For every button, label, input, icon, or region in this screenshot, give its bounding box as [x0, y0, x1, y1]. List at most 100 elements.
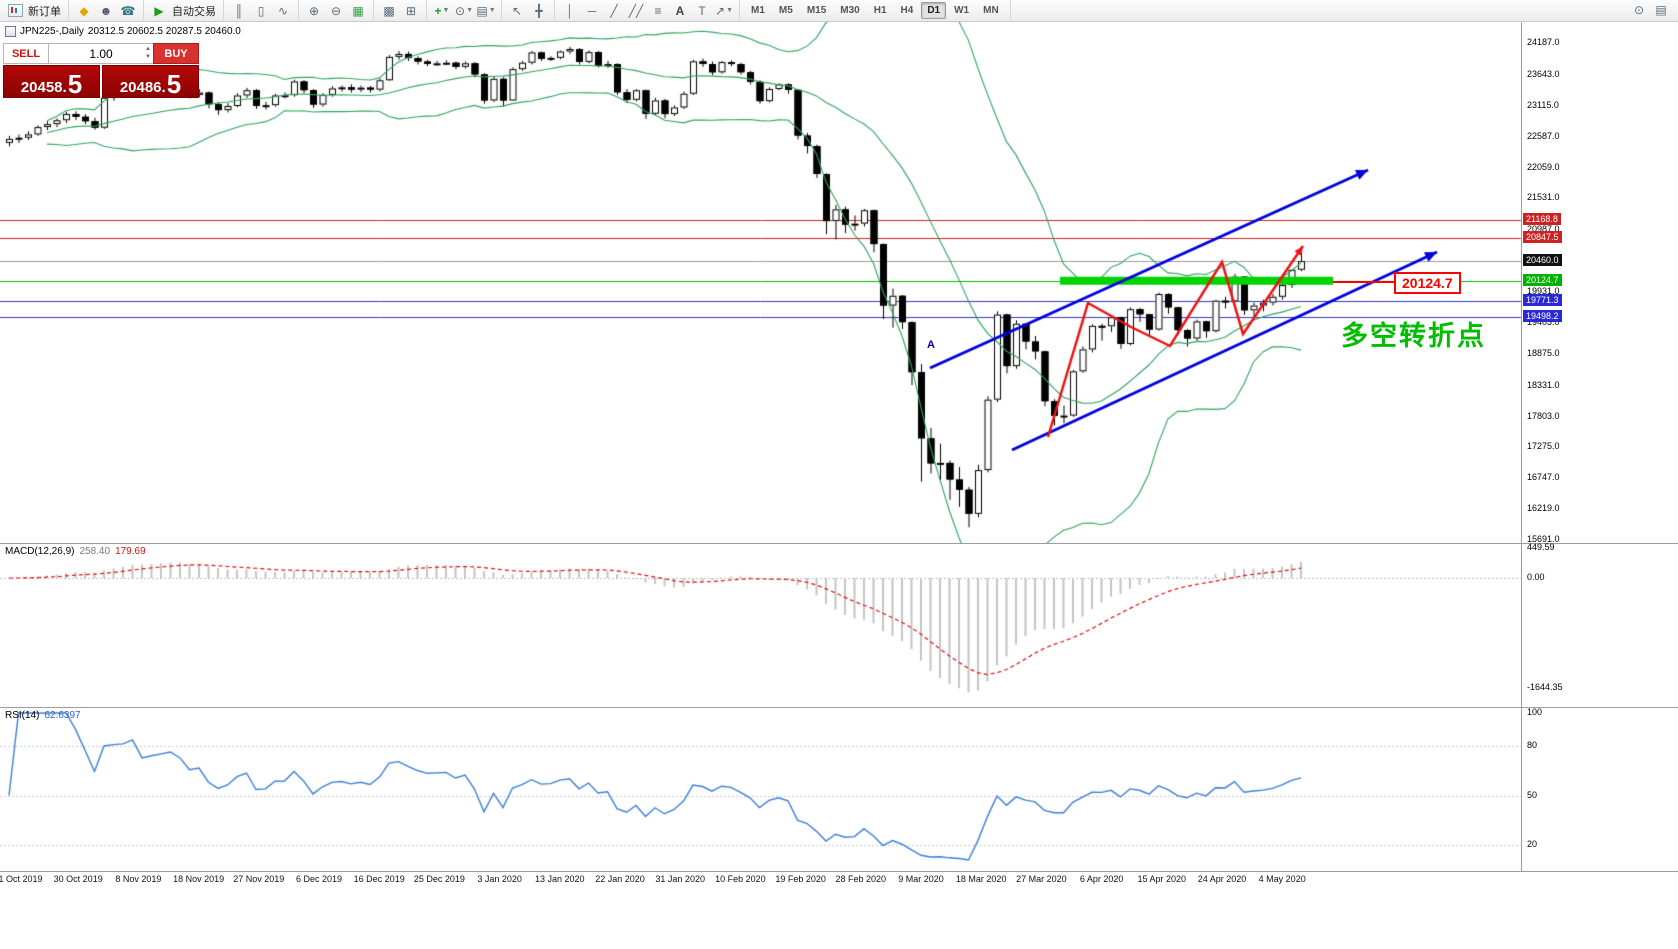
- zoom-out-icon[interactable]: ⊖: [330, 3, 342, 18]
- date-axis-label[interactable]: 25 Dec 2019: [413, 874, 465, 884]
- date-axis-label[interactable]: 6 Dec 2019: [295, 874, 343, 884]
- horizontal-line-icon[interactable]: ─: [587, 3, 597, 18]
- macd-axis-label: -1644.35: [1527, 682, 1563, 692]
- price-axis-label: 19403.0: [1527, 317, 1560, 327]
- price-axis-badge: 19771.3: [1523, 294, 1562, 306]
- date-axis-label[interactable]: 18 Nov 2019: [173, 874, 225, 884]
- trendline-icon[interactable]: ╱: [610, 3, 618, 18]
- text-tool-icon[interactable]: A: [675, 3, 685, 18]
- window-icon[interactable]: ▤: [1655, 3, 1667, 17]
- sell-price-panel[interactable]: 20458. 5: [3, 65, 100, 98]
- new-order-icon: [7, 4, 23, 17]
- date-axis-label[interactable]: 3 Jan 2020: [477, 874, 522, 884]
- buy-button[interactable]: BUY: [153, 43, 199, 64]
- date-axis-label[interactable]: 24 Apr 2020: [1197, 874, 1247, 884]
- date-axis-label[interactable]: 15 Apr 2020: [1137, 874, 1187, 884]
- price-axis-label: 24187.0: [1527, 37, 1560, 47]
- date-axis-label[interactable]: 31 Jan 2020: [655, 874, 705, 884]
- zoom-in-icon[interactable]: ⊕: [308, 3, 320, 18]
- volume-input[interactable]: 1.00 ▲ ▼: [49, 43, 153, 64]
- periods-icon[interactable]: ⊙ ▼: [455, 3, 473, 18]
- vertical-line-icon[interactable]: │: [566, 3, 574, 18]
- new-order-label[interactable]: 新订单: [28, 5, 61, 18]
- macd-axis-label: 449.59: [1527, 542, 1555, 552]
- date-axis-label[interactable]: 21 Oct 2019: [0, 874, 43, 884]
- date-axis-label[interactable]: 28 Feb 2020: [835, 874, 887, 884]
- price-axis-badge: 20460.0: [1523, 254, 1562, 266]
- macd-label: MACD(12,26,9) 258.40 179.69: [5, 546, 146, 557]
- sell-button[interactable]: SELL: [3, 43, 49, 64]
- timeframe-mn[interactable]: MN: [983, 5, 999, 16]
- timeframe-m30[interactable]: M30: [840, 5, 860, 16]
- date-axis-label[interactable]: 18 Mar 2020: [955, 874, 1007, 884]
- rsi-axis-label: 50: [1527, 790, 1538, 800]
- tile-windows-icon[interactable]: ▦: [352, 3, 364, 18]
- date-axis-label[interactable]: 10 Feb 2020: [715, 874, 766, 884]
- panel-separator[interactable]: [0, 543, 1678, 544]
- favorites-icon[interactable]: ◆: [79, 3, 89, 18]
- fibonacci-icon[interactable]: ≡: [654, 3, 662, 18]
- line-chart-icon[interactable]: ∿: [277, 3, 289, 18]
- date-axis-label[interactable]: 27 Nov 2019: [233, 874, 285, 884]
- cascade-windows-icon[interactable]: ▩: [383, 3, 395, 18]
- indicators-icon[interactable]: + ▼: [434, 3, 450, 18]
- chart-mini-icon: [5, 26, 16, 37]
- arrange-windows-icon[interactable]: ⊞: [405, 3, 417, 18]
- profile-icon[interactable]: ☻: [99, 3, 113, 18]
- buy-price-panel[interactable]: 20486. 5: [102, 65, 199, 98]
- rsi-axis-label: 100: [1527, 707, 1543, 717]
- timeframe-m1[interactable]: M1: [751, 5, 765, 16]
- rsi-value: 62.6397: [44, 710, 81, 721]
- date-axis-label[interactable]: 4 May 2020: [1258, 874, 1306, 884]
- rsi-label: RSI(14) 62.6397: [5, 710, 81, 721]
- templates-icon[interactable]: ▤ ▼: [476, 3, 496, 18]
- price-axis-badge: 20124.7: [1523, 274, 1562, 286]
- cursor-icon[interactable]: ↖: [511, 3, 523, 18]
- channel-icon[interactable]: ╱╱: [628, 3, 644, 18]
- bar-chart-icon[interactable]: ║: [234, 3, 244, 18]
- rsi-axis-label: 20: [1527, 839, 1538, 849]
- crosshair-icon[interactable]: ╋: [535, 3, 543, 18]
- price-axis-label: 20987.0: [1527, 224, 1560, 234]
- chart-bottom-border: [0, 871, 1678, 872]
- timeframe-m15[interactable]: M15: [806, 5, 827, 16]
- price-axis-label: 19931.0: [1527, 286, 1560, 296]
- date-axis-label[interactable]: 13 Jan 2020: [535, 874, 585, 884]
- price-axis-badge: 19498.2: [1523, 310, 1562, 322]
- candlestick-chart-icon[interactable]: ▯: [257, 3, 265, 18]
- price-axis-label: 15691.0: [1527, 534, 1560, 544]
- text-label-icon[interactable]: T: [698, 3, 706, 18]
- rsi-panel-canvas[interactable]: [0, 708, 1522, 871]
- price-chart-canvas[interactable]: [0, 22, 1522, 543]
- timeframe-m5[interactable]: M5: [778, 5, 793, 16]
- price-axis-label: 16747.0: [1527, 472, 1560, 482]
- date-axis-label[interactable]: 27 Mar 2020: [1016, 874, 1067, 884]
- marker-a: A: [927, 339, 935, 351]
- price-axis-label: 16219.0: [1527, 503, 1560, 513]
- autotrading-icon: ▶: [154, 3, 164, 18]
- date-axis-label[interactable]: 6 Apr 2020: [1079, 874, 1124, 884]
- macd-panel-canvas[interactable]: [0, 544, 1522, 707]
- autotrading-label[interactable]: 自动交易: [172, 5, 216, 18]
- timeframe-w1[interactable]: W1: [954, 5, 970, 16]
- date-axis-label[interactable]: 19 Feb 2020: [775, 874, 826, 884]
- price-axis-label: 23115.0: [1527, 100, 1559, 110]
- main-toolbar: 新订单 ◆ ☻ ☎ ▶ 自动交易 ║ ▯ ∿ ⊕ ⊖ ▦ ▩ ⊞ + ▼ ⊙ ▼ ▤…: [0, 0, 1678, 22]
- rsi-name: RSI(14): [5, 710, 40, 721]
- timeframe-d1[interactable]: D1: [921, 2, 947, 19]
- date-axis-label[interactable]: 8 Nov 2019: [115, 874, 162, 884]
- arrows-tool-icon[interactable]: ↗ ▼: [715, 3, 733, 18]
- date-axis-label[interactable]: 9 Mar 2020: [898, 874, 944, 884]
- buy-price: 20486.: [119, 79, 166, 96]
- date-axis-label[interactable]: 22 Jan 2020: [595, 874, 645, 884]
- support-price-box[interactable]: 20124.7: [1394, 272, 1461, 294]
- date-axis-label[interactable]: 16 Dec 2019: [353, 874, 405, 884]
- timeframe-h1[interactable]: H1: [873, 5, 887, 16]
- search-icon[interactable]: ⊙: [1633, 3, 1645, 17]
- volume-stepper[interactable]: ▲ ▼: [145, 46, 151, 60]
- panel-separator[interactable]: [0, 707, 1678, 708]
- support-icon[interactable]: ☎: [120, 3, 136, 18]
- date-axis-label[interactable]: 30 Oct 2019: [53, 874, 103, 884]
- timeframe-h4[interactable]: H4: [900, 5, 914, 16]
- new-order-button[interactable]: [5, 2, 25, 20]
